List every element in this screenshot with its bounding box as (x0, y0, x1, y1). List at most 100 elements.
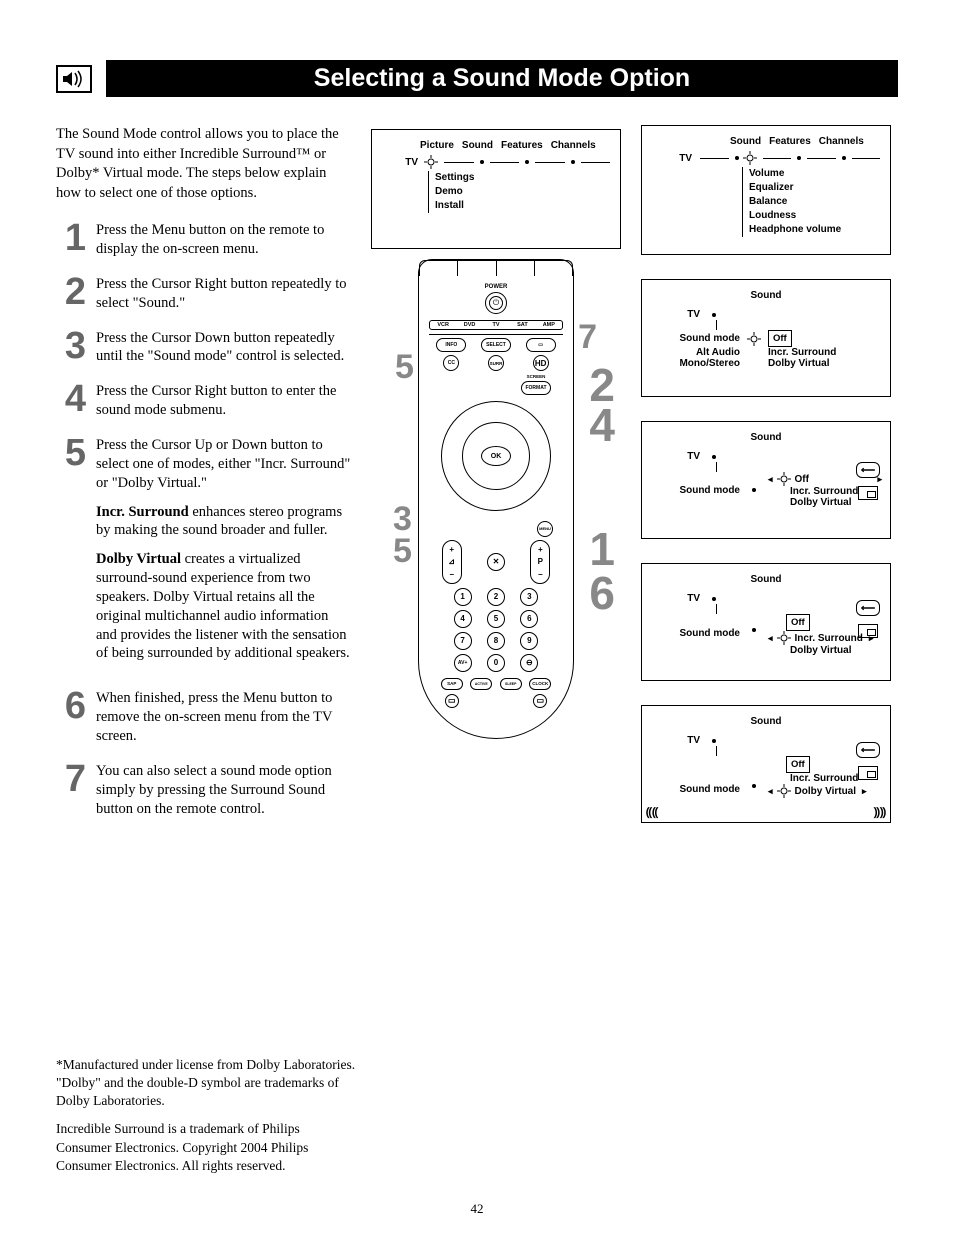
mute-button[interactable]: ✕ (487, 553, 505, 571)
num-button[interactable]: 9 (520, 632, 538, 650)
menu-title: Sound (650, 716, 882, 727)
option: Incr. Surround (795, 633, 863, 644)
num-button[interactable]: 7 (454, 632, 472, 650)
screen-label: SCREEN (527, 374, 546, 379)
menu-tab: Sound (730, 136, 761, 147)
option: Incr. Surround (764, 347, 882, 358)
surround-wave-icon: ⸩⸩ (874, 803, 886, 820)
option: Dolby Virtual (795, 786, 857, 797)
callout-5b: 5 (393, 532, 412, 571)
menu-panel-1: Picture Sound Features Channels TV Setti… (371, 129, 621, 249)
menu-item: Equalizer (749, 181, 882, 195)
sap-button[interactable]: SAP (441, 678, 463, 690)
menu-item: Loudness (749, 209, 882, 223)
step-number: 6 (56, 689, 96, 746)
active-control-button[interactable]: ACTIVE (470, 678, 492, 690)
cursor-icon (777, 472, 791, 486)
callout-6: 6 (589, 566, 615, 620)
info-button[interactable]: INFO (436, 338, 466, 352)
volume-rocker[interactable]: +⊿− (442, 540, 462, 584)
select-button[interactable]: SELECT (481, 338, 511, 352)
step-list: 1Press the Menu button on the remote to … (56, 221, 351, 818)
menu-tab: Picture (420, 140, 454, 151)
center-column: Picture Sound Features Channels TV Setti… (371, 125, 621, 834)
page-number: 42 (0, 1201, 954, 1217)
tv-label: TV (654, 451, 704, 462)
num-button[interactable]: 8 (487, 632, 505, 650)
power-button[interactable]: ⏻ (485, 292, 507, 314)
cursor-icon (743, 151, 757, 165)
nav-left-icon: ⟵ (856, 742, 880, 758)
option: Off (786, 756, 810, 773)
tv-label: TV (650, 153, 694, 164)
swap-button[interactable]: ▭ (533, 694, 547, 708)
menu-item: Volume (749, 167, 882, 181)
page-header: Selecting a Sound Mode Option (56, 60, 898, 97)
callout-7: 7 (578, 318, 597, 357)
cursor-icon (777, 631, 791, 645)
menu-panel-6: Sound TV Sound mode Off Incr. Surround ◂… (641, 705, 891, 823)
step-number: 2 (56, 275, 96, 313)
menu-panel-5: Sound TV Sound mode Off ◂Incr. Surround▸… (641, 563, 891, 681)
menu-tab: Channels (819, 136, 864, 147)
pip-button[interactable]: ▭ (445, 694, 459, 708)
menu-title: Sound (650, 290, 882, 301)
guide-button[interactable]: ▭ (526, 338, 556, 352)
num-button[interactable]: 6 (520, 610, 538, 628)
option: Dolby Virtual (764, 358, 882, 369)
num-button[interactable]: 3 (520, 588, 538, 606)
menu-item: Sound mode (654, 485, 744, 496)
option: Off (786, 614, 810, 631)
nav-ring[interactable]: OK (441, 401, 551, 511)
menu-tab: Sound (462, 140, 493, 151)
intro-text: The Sound Mode control allows you to pla… (56, 125, 351, 203)
instructions-column: The Sound Mode control allows you to pla… (56, 125, 351, 834)
tv-label: TV (380, 157, 420, 168)
num-button[interactable]: 1 (454, 588, 472, 606)
menu-panel-4: Sound TV Sound mode ◂Off▸ Incr. Surround… (641, 421, 891, 539)
step-body: Press the Menu button on the remote to d… (96, 221, 351, 259)
num-button[interactable]: 2 (487, 588, 505, 606)
surround-wave-icon: ⸨⸨ (646, 803, 658, 820)
menu-item: Alt Audio (654, 347, 744, 358)
menu-item: Sound mode (654, 756, 744, 795)
hd-button[interactable]: HD (533, 355, 549, 371)
menu-panel-2: Sound Features Channels TV Volume Equali… (641, 125, 891, 255)
option: Off (795, 474, 809, 485)
format-button[interactable]: FORMAT (521, 381, 551, 395)
cursor-icon (777, 784, 791, 798)
num-button[interactable]: 4 (454, 610, 472, 628)
pip-icon (858, 624, 878, 638)
num-button[interactable]: 0 (487, 654, 505, 672)
menu-button[interactable]: MENU (537, 521, 553, 537)
menu-item: Sound mode (654, 614, 744, 639)
step-number: 4 (56, 382, 96, 420)
cursor-icon (424, 155, 438, 169)
av-button[interactable]: AV+ (454, 654, 472, 672)
menu-tab: Features (769, 136, 811, 147)
sleep-button[interactable]: SLEEP (500, 678, 522, 690)
step-number: 1 (56, 221, 96, 259)
cc-button[interactable]: CC (443, 355, 459, 371)
nav-left-icon: ⟵ (856, 462, 880, 478)
step-body: When finished, press the Menu button to … (96, 689, 351, 746)
mode-bar[interactable]: VCR DVD TV SAT AMP (429, 320, 563, 330)
step-body: Press the Cursor Right button to enter t… (96, 382, 351, 420)
right-column: Sound Features Channels TV Volume Equali… (641, 125, 891, 834)
num-button[interactable]: 5 (487, 610, 505, 628)
step-body: You can also select a sound mode option … (96, 762, 351, 819)
step-number: 3 (56, 329, 96, 367)
surr-button[interactable]: SURR (488, 355, 504, 371)
menu-item: Headphone volume (749, 223, 882, 237)
tv-label: TV (654, 593, 704, 604)
menu-panel-3: Sound TV Sound mode Off Alt AudioIncr. S… (641, 279, 891, 397)
menu-item: Install (435, 199, 612, 213)
dash-button[interactable]: ⊖ (520, 654, 538, 672)
option: Dolby Virtual (790, 645, 882, 656)
clock-button[interactable]: CLOCK (529, 678, 551, 690)
channel-rocker[interactable]: +P− (530, 540, 550, 584)
cursor-icon (747, 332, 761, 346)
menu-title: Sound (650, 432, 882, 443)
option: Off (768, 330, 792, 347)
pip-icon (858, 766, 878, 780)
